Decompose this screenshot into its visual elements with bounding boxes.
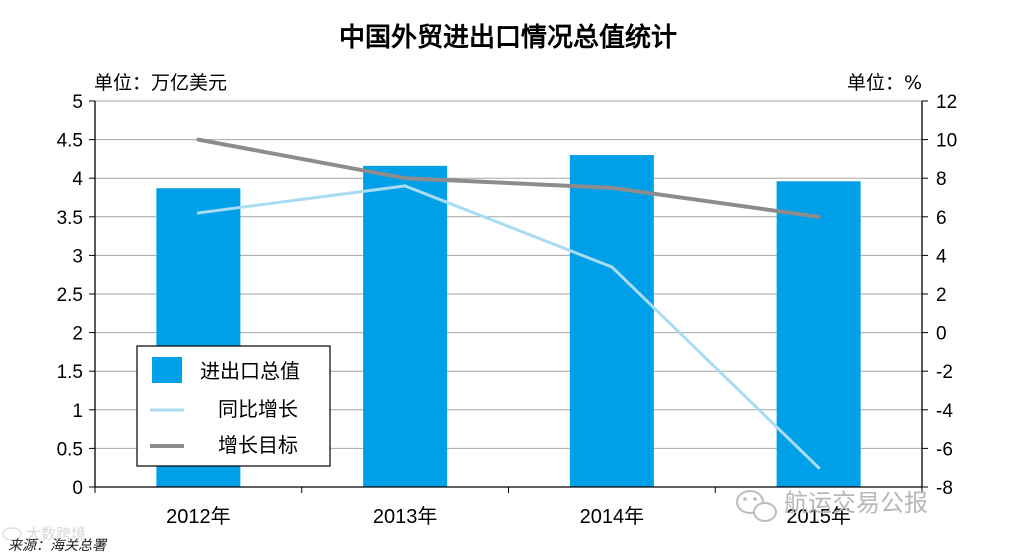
chart-title: 中国外贸进出口情况总值统计	[339, 22, 677, 53]
legend: 进出口总值 同比增长 增长目标	[136, 345, 331, 467]
left-tick-label: 0.5	[57, 439, 83, 460]
corner-watermark: 大数跨境	[26, 525, 86, 543]
watermark-text: 航运交易公报	[784, 489, 928, 517]
yoy-point-2	[610, 265, 614, 269]
target-point-2	[610, 186, 614, 190]
axes: 0 0.5 1 1.5 2 2.5 3 3.5 4 4.5 5 -8 -6 -4 -2 0 2 4 6 8 10 12 20…	[57, 92, 958, 528]
legend-label-bar: 进出口总值	[200, 359, 300, 383]
right-tick-label: 8	[936, 169, 947, 190]
right-tick-label: 0	[936, 324, 947, 345]
bar-3	[776, 181, 861, 487]
weibo-icon	[2, 527, 22, 541]
yoy-point-0	[196, 211, 200, 215]
left-tick-label: 3.5	[57, 208, 83, 229]
x-tick-label: 2012年	[166, 505, 231, 528]
legend-label-yoy: 同比增长	[218, 397, 298, 421]
yoy-point-3	[817, 466, 821, 470]
line-series	[196, 137, 821, 470]
left-tick-label: 2.5	[57, 285, 83, 306]
right-tick-label: 12	[936, 92, 957, 113]
wechat-icon	[736, 490, 777, 522]
left-tick-label: 4	[72, 169, 83, 190]
source-note: 来源：海关总署	[8, 538, 108, 554]
right-tick-label: -8	[936, 478, 953, 499]
yoy-point-1	[403, 184, 407, 188]
watermark: 航运交易公报 大数跨境	[2, 489, 928, 543]
right-tick-label: 4	[936, 246, 947, 267]
legend-label-target: 增长目标	[218, 433, 298, 457]
right-tick-label: -4	[936, 401, 953, 422]
left-tick-label: 5	[72, 92, 83, 113]
x-tick-label: 2015年	[786, 505, 851, 528]
left-tick-label: 3	[72, 246, 83, 267]
left-axis-unit: 单位：万亿美元	[94, 72, 227, 94]
left-tick-label: 4.5	[57, 131, 83, 152]
legend-swatch-bar	[152, 357, 182, 383]
right-tick-label: 6	[936, 208, 947, 229]
bar-1	[363, 165, 448, 487]
bar-2	[569, 155, 654, 488]
yoy-growth-line	[196, 184, 821, 470]
target-line	[196, 137, 821, 219]
target-point-1	[403, 176, 407, 180]
target-point-3	[817, 215, 821, 219]
right-tick-label: 10	[936, 131, 957, 152]
left-tick-label: 0	[72, 478, 83, 499]
right-tick-label: 2	[936, 285, 947, 306]
right-axis-unit: 单位：%	[847, 72, 922, 94]
right-tick-label: -6	[936, 439, 953, 460]
left-tick-label: 2	[72, 324, 83, 345]
left-tick-label: 1.5	[57, 362, 83, 383]
left-tick-label: 1	[72, 401, 83, 422]
x-tick-label: 2014年	[580, 505, 645, 528]
x-tick-label: 2013年	[373, 505, 438, 528]
target-point-0	[196, 138, 200, 142]
right-tick-label: -2	[936, 362, 953, 383]
